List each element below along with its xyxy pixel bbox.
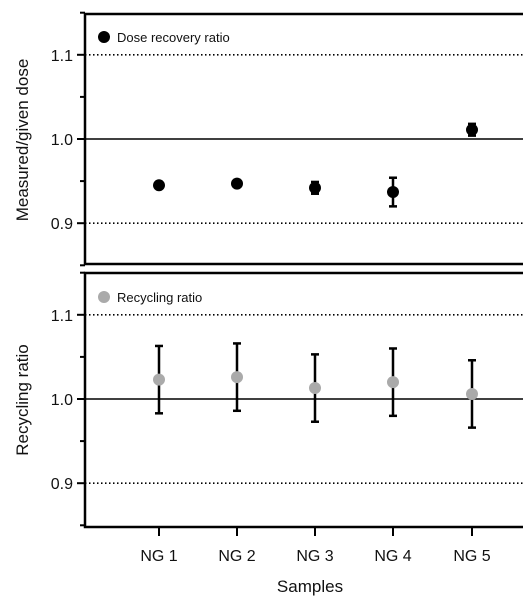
data-point <box>231 371 243 384</box>
data-point <box>153 179 165 192</box>
x-tick-label: NG 5 <box>453 548 490 565</box>
x-tick-label: NG 2 <box>218 548 255 565</box>
data-point <box>466 387 478 400</box>
data-point <box>231 177 243 190</box>
y-tick-label: 1.0 <box>51 392 73 409</box>
data-point <box>153 373 165 386</box>
y-tick-label: 0.9 <box>51 476 73 493</box>
x-axis-title: Samples <box>277 577 343 596</box>
y-axis-title: Measured/given dose <box>13 59 32 222</box>
data-point <box>387 376 399 389</box>
legend-marker <box>98 291 110 303</box>
legend-label: Recycling ratio <box>117 290 202 305</box>
recycling-panel: 0.9 1.0 1.1 Recycling ratio Recycling rati… <box>13 271 523 529</box>
legend: Dose recovery ratio <box>98 30 230 45</box>
legend-marker <box>98 31 110 43</box>
y-tick-label: 1.1 <box>51 308 73 325</box>
x-tick-label: NG 3 <box>296 548 333 565</box>
data-point <box>387 186 399 199</box>
x-tick-label: NG 1 <box>140 548 177 565</box>
x-tick-label: NG 4 <box>374 548 411 565</box>
y-tick-label: 1.1 <box>51 48 73 65</box>
plot-frame <box>83 271 523 529</box>
legend-label: Dose recovery ratio <box>117 30 230 45</box>
data-point <box>309 181 321 194</box>
data-point <box>466 123 478 136</box>
y-tick-label: 1.0 <box>51 132 73 149</box>
y-axis-title: Recycling ratio <box>13 344 32 456</box>
y-tick-label: 0.9 <box>51 216 73 233</box>
data-point <box>309 382 321 395</box>
legend: Recycling ratio <box>98 290 202 305</box>
dose-recovery-panel: 0.9 1.0 1.1 Dose recovery ratio Measured/g… <box>13 11 523 267</box>
